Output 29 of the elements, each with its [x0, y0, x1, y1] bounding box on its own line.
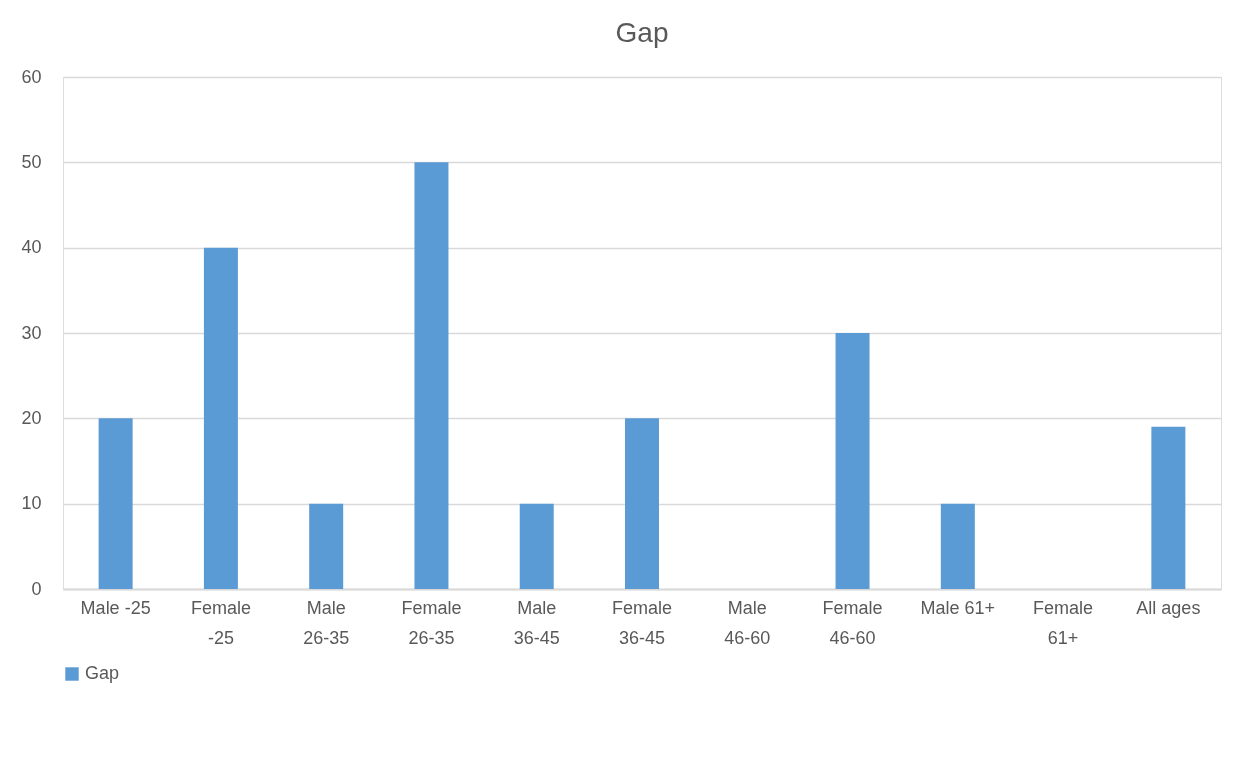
y-tick-label: 50 [21, 151, 42, 172]
y-tick-label: 0 [31, 578, 42, 599]
x-tick-label: Male 26-35 [303, 597, 350, 648]
y-tick-label: 40 [21, 237, 42, 258]
bar [625, 418, 659, 589]
x-tick-label: Male 46-60 [724, 597, 771, 648]
x-tick-label: All ages [1136, 597, 1201, 618]
y-tick-label: 20 [21, 407, 42, 428]
y-tick-label: 10 [21, 493, 42, 514]
bar [940, 503, 975, 589]
x-tick-label: Female 26-35 [401, 597, 462, 648]
x-tick-label: Female -25 [190, 597, 251, 648]
y-tick-label: 30 [21, 322, 42, 343]
bar [519, 503, 554, 589]
x-tick-label: Male 36-45 [513, 597, 560, 648]
x-tick-label: Male -25 [80, 597, 151, 618]
bar [1151, 426, 1186, 589]
y-tick-label: 60 [21, 66, 42, 87]
x-tick-label: Female 61+ [1033, 597, 1094, 648]
bar [309, 503, 344, 589]
x-tick-label: Female 46-60 [822, 597, 883, 648]
x-tick-label: Female 36-45 [611, 597, 673, 648]
chart-title: Gap [615, 17, 669, 48]
bar [203, 247, 238, 589]
x-tick-label: Male 61+ [920, 597, 996, 618]
bar [835, 333, 870, 589]
legend-label: Gap [85, 663, 120, 683]
bar [414, 162, 449, 589]
bar [98, 418, 133, 589]
